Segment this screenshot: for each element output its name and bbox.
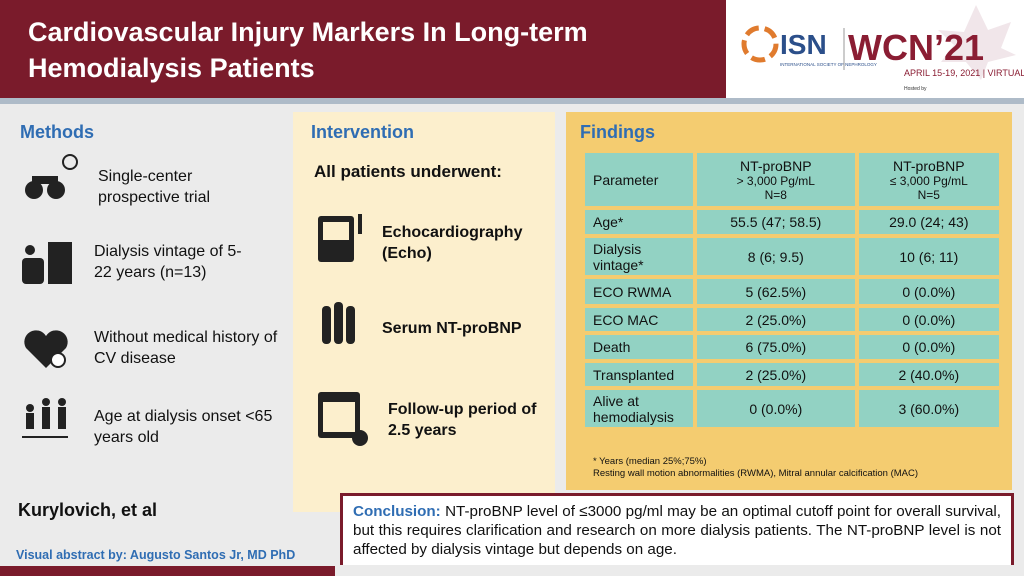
- method-item: Age at dialysis onset <65 years old: [94, 408, 273, 446]
- note: Resting wall motion abnormalities (RWMA)…: [593, 468, 919, 479]
- table-row: Death 6 (75.0%) 0 (0.0%): [585, 335, 999, 359]
- table-cell: Death: [585, 335, 693, 359]
- credit-bar: [0, 566, 335, 576]
- echo-icon: [318, 214, 362, 262]
- isn-sub: INTERNATIONAL SOCIETY OF NEPHROLOGY: [780, 62, 877, 67]
- method-icons: [22, 154, 78, 438]
- wcn-text: WCN’21: [848, 27, 984, 68]
- header-band: [0, 0, 726, 98]
- table-cell: 8 (6; 9.5): [697, 238, 855, 275]
- table-row: Alive at hemodialysis 0 (0.0%) 3 (60.0%): [585, 390, 999, 427]
- table-cell: Age*: [585, 210, 693, 234]
- table-cell: Dialysis vintage*: [585, 238, 693, 275]
- table-cell: Alive at hemodialysis: [585, 390, 693, 427]
- author: Kurylovich, et al: [18, 500, 158, 520]
- table-cell: ECO MAC: [585, 308, 693, 331]
- findings-notes: * Years (median 25%;75%) Resting wall mo…: [593, 456, 918, 480]
- method-item: Without medical history of CV disease: [94, 329, 278, 367]
- maple-leaf: [938, 5, 1016, 80]
- tubes-icon: [322, 302, 355, 344]
- people-icon: [22, 398, 68, 438]
- table-cell: 6 (75.0%): [697, 335, 855, 359]
- dates: APRIL 15-19, 2021 | VIRTUAL: [904, 68, 1024, 78]
- header-line: N=5: [917, 187, 940, 202]
- isn-text: ISN: [780, 29, 827, 60]
- binoculars-icon: [25, 154, 78, 199]
- method-item: Dialysis vintage of 5-22 years (n=13): [94, 243, 242, 281]
- findings-table: Parameter NT-proBNP > 3,000 Pg/mL N=8 NT-pro…: [581, 149, 1003, 431]
- table-cell: 2 (25.0%): [697, 363, 855, 386]
- table-cell: 0 (0.0%): [858, 279, 999, 304]
- note: * Years (median 25%;75%): [593, 456, 707, 467]
- header-line: NT-proBNP: [893, 157, 965, 174]
- table-cell: 0 (0.0%): [858, 335, 999, 359]
- isn-mark: [741, 25, 779, 63]
- header-line: Parameter: [593, 171, 659, 188]
- intervention-item: Serum NT-proBNP: [382, 320, 522, 337]
- title: Cardiovascular Injury Markers In Long-te…: [28, 17, 588, 83]
- method-item: Single-center prospective trial: [98, 168, 211, 206]
- header-line: > 3,000 Pg/mL: [736, 173, 815, 188]
- header-line: NT-proBNP: [740, 157, 812, 174]
- table-cell: 0 (0.0%): [697, 390, 855, 427]
- table-cell: 0 (0.0%): [858, 308, 999, 331]
- section-title: Findings: [580, 122, 655, 142]
- heart-icon: [24, 330, 68, 368]
- table-cell: 55.5 (47; 58.5): [697, 210, 855, 234]
- header-cell: NT-proBNP ≤ 3,000 Pg/mL N=5: [858, 153, 999, 206]
- intervention-lead: All patients underwent:: [314, 162, 502, 181]
- table-row: Transplanted 2 (25.0%) 2 (40.0%): [585, 363, 999, 386]
- section-title: Methods: [20, 122, 94, 142]
- table-row: Age* 55.5 (47; 58.5) 29.0 (24; 43): [585, 210, 999, 234]
- section-title: Intervention: [311, 122, 415, 142]
- table-cell: 3 (60.0%): [858, 390, 999, 427]
- table-cell: 2 (40.0%): [858, 363, 999, 386]
- table-row: ECO MAC 2 (25.0%) 0 (0.0%): [585, 308, 999, 331]
- logo: ISN INTERNATIONAL SOCIETY OF NEPHROLOGY …: [726, 0, 1024, 98]
- table-cell: ECO RWMA: [585, 279, 693, 304]
- followup-icon: [318, 392, 368, 446]
- intervention-icons: [318, 214, 368, 446]
- table-cell: 10 (6; 11): [858, 238, 999, 275]
- intervention-item: Echocardiography (Echo): [382, 224, 523, 262]
- conclusion-label: Conclusion:: [353, 503, 441, 520]
- conclusion-box: Conclusion: NT-proBNP level of ≤3000 pg/…: [340, 493, 1014, 565]
- header-line: N=8: [764, 187, 787, 202]
- intervention-item: Follow-up period of 2.5 years: [388, 401, 537, 439]
- header-cell: NT-proBNP > 3,000 Pg/mL N=8: [697, 153, 855, 206]
- table-cell: 2 (25.0%): [697, 308, 855, 331]
- header-rule: [0, 98, 1024, 104]
- table-row: Dialysis vintage* 8 (6; 9.5) 10 (6; 11): [585, 238, 999, 275]
- credit: Visual abstract by: Augusto Santos Jr, M…: [16, 548, 296, 562]
- header-cell: Parameter: [585, 153, 693, 206]
- header-row: Parameter NT-proBNP > 3,000 Pg/mL N=8 NT-pro…: [585, 153, 999, 206]
- logo-graphic: ISN INTERNATIONAL SOCIETY OF NEPHROLOGY …: [741, 5, 1024, 92]
- table-cell: Transplanted: [585, 363, 693, 386]
- conclusion-text: NT-proBNP level of ≤3000 pg/ml may be an…: [353, 503, 1001, 558]
- table-cell: 5 (62.5%): [697, 279, 855, 304]
- table-cell: 29.0 (24; 43): [858, 210, 999, 234]
- table-row: ECO RWMA 5 (62.5%) 0 (0.0%): [585, 279, 999, 304]
- header-line: ≤ 3,000 Pg/mL: [889, 173, 968, 188]
- hosted: Hosted by: [904, 86, 927, 92]
- dialysis-icon: [22, 242, 72, 284]
